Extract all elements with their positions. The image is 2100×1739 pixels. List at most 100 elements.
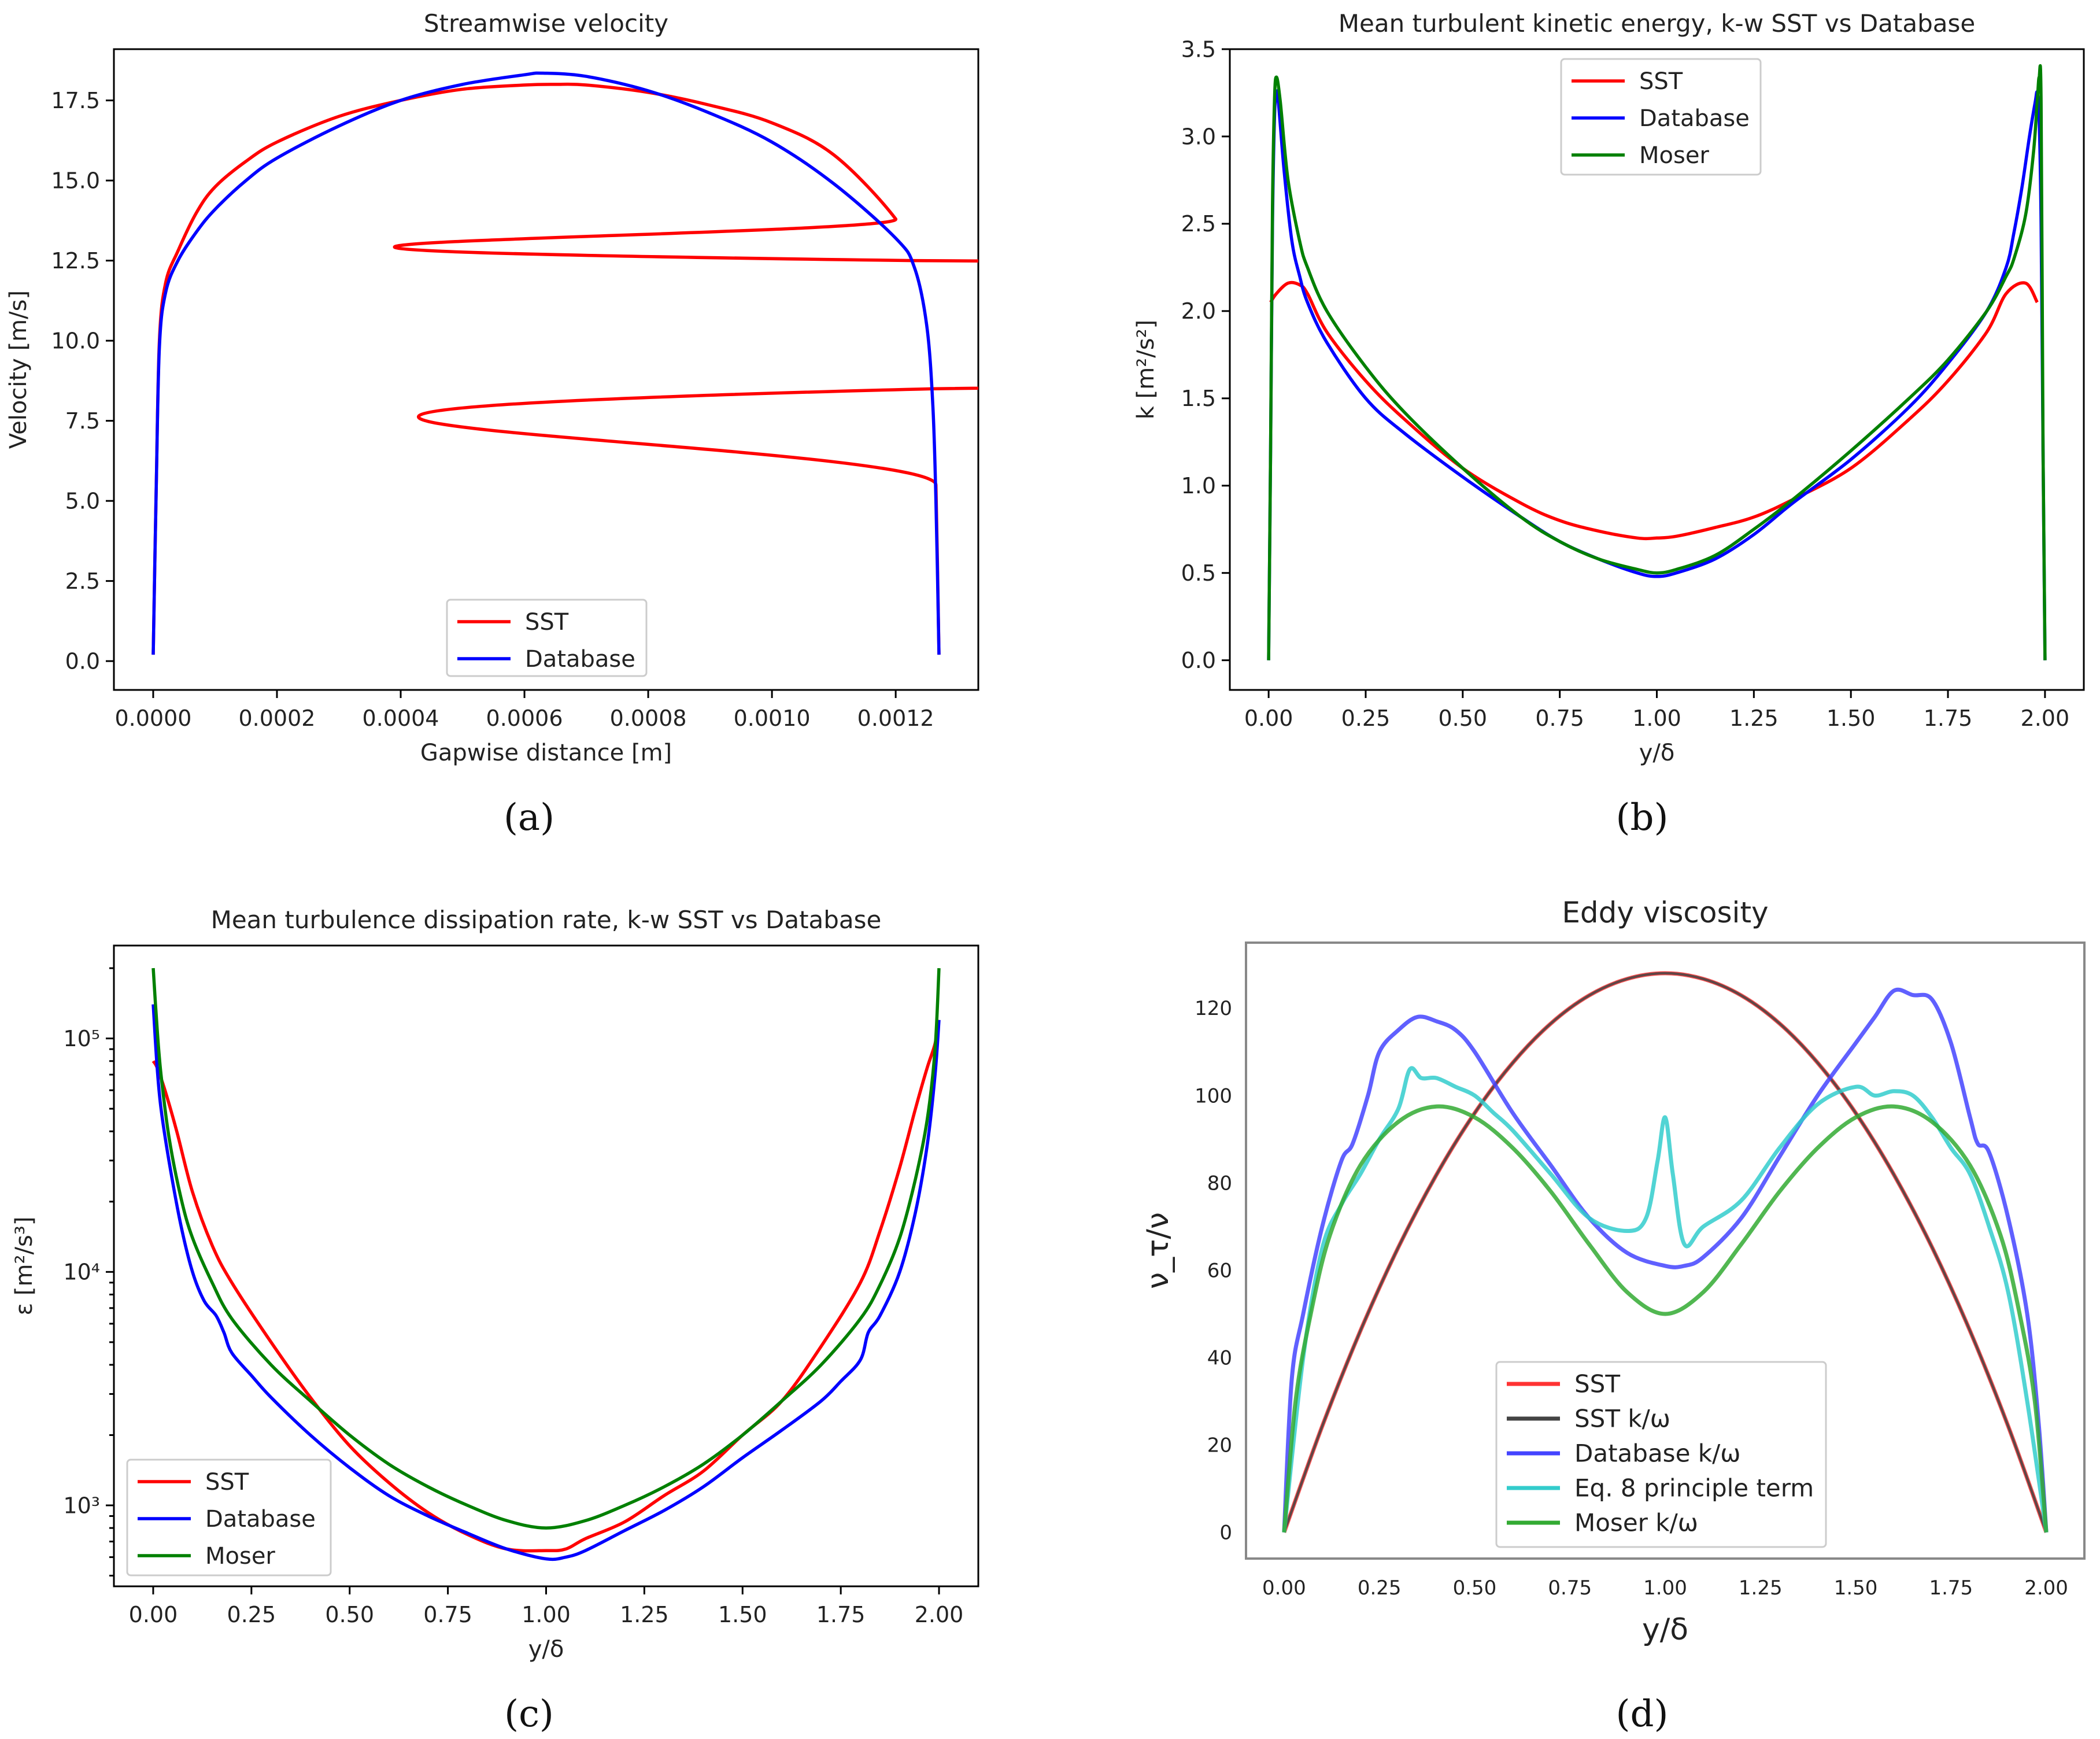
x-tick-label: 1.75 (816, 1602, 866, 1627)
y-tick-label: 15.0 (51, 168, 100, 193)
y-axis-label: k [m²/s²] (1133, 320, 1159, 419)
x-axis-label: Gapwise distance [m] (420, 740, 672, 766)
y-tick-label: 120 (1195, 997, 1232, 1020)
y-tick-label: 0.0 (65, 648, 100, 674)
panel-label-c: (c) (504, 1693, 554, 1736)
legend-label: Database (1639, 105, 1750, 132)
x-axis-label: y/δ (1639, 740, 1675, 766)
y-tick-label: 1.0 (1181, 473, 1216, 499)
panel-label-d: (d) (1616, 1693, 1669, 1736)
x-tick-label: 1.25 (1729, 706, 1779, 731)
x-tick-label: 0.00 (1244, 706, 1293, 731)
axes-frame (1245, 942, 2086, 1560)
y-tick-label: 3.0 (1181, 124, 1216, 149)
legend-label: Database k/ω (1574, 1439, 1740, 1468)
y-tick-label: 0.0 (1181, 648, 1216, 673)
series-line-sst (151, 82, 978, 655)
y-tick-label: 0 (1219, 1522, 1232, 1545)
series-line-database (1267, 89, 2047, 660)
legend-label: Moser k/ω (1574, 1509, 1698, 1537)
x-tick-label: 0.00 (129, 1602, 178, 1627)
x-tick-label: 0.75 (1548, 1576, 1592, 1600)
legend: SST SST k/ω Database k/ω Eq. 8 principle te… (1495, 1361, 1827, 1548)
x-tick-label: 0.75 (423, 1602, 472, 1627)
y-tick-label: 3.5 (1181, 36, 1216, 62)
legend-label: SST (1574, 1370, 1620, 1398)
y-tick-label: 60 (1207, 1259, 1232, 1282)
chart-title: Mean turbulence dissipation rate, k-w SS… (211, 906, 882, 934)
y-tick-label: 2.5 (65, 568, 100, 594)
y-tick-label: 2.0 (1181, 298, 1216, 324)
y-tick-label: 80 (1207, 1172, 1232, 1195)
x-tick-label: 0.50 (1453, 1576, 1497, 1600)
y-tick-label: 10⁵ (63, 1026, 100, 1051)
x-tick-label: 0.25 (1341, 706, 1391, 731)
legend-label: SST (1639, 68, 1683, 95)
legend-label: Moser (205, 1543, 275, 1570)
x-tick-label: 1.00 (1643, 1576, 1687, 1600)
x-tick-label: 1.75 (1929, 1576, 1973, 1600)
x-tick-label: 0.0002 (239, 706, 316, 731)
x-tick-label: 1.75 (1924, 706, 1973, 731)
x-tick-label: 1.50 (1827, 706, 1876, 731)
chart-title: Eddy viscosity (1562, 896, 1768, 929)
y-axis-label: ε [m²/s³] (11, 1217, 38, 1316)
x-tick-label: 0.75 (1535, 706, 1584, 731)
y-tick-label: 10³ (63, 1493, 100, 1518)
legend-label: SST (205, 1469, 249, 1496)
y-axis-label: ν_τ/ν (1141, 1212, 1175, 1289)
panel-a: Streamwise velocity 0.0000 0.0002 0.0004 0.0… (5, 9, 979, 766)
y-tick-label: 10⁴ (63, 1260, 100, 1285)
legend: SST Database (446, 599, 648, 677)
series-line-moser-k- (1282, 1104, 2049, 1533)
series-line-sst-k- (1282, 972, 2048, 1533)
legend: SST Database Moser (126, 1459, 332, 1576)
x-tick-label: 2.00 (2021, 706, 2070, 731)
y-tick-label: 40 (1207, 1346, 1232, 1369)
y-tick-label: 1.5 (1181, 386, 1216, 411)
x-tick-label: 0.0006 (486, 706, 563, 731)
legend: SST Database Moser (1560, 58, 1762, 176)
y-tick-label: 5.0 (65, 488, 100, 514)
y-tick-label: 20 (1207, 1434, 1232, 1457)
legend-label: SST k/ω (1574, 1405, 1670, 1433)
legend-box (1495, 1361, 1827, 1548)
legend-label: Eq. 8 principle term (1574, 1474, 1814, 1502)
x-tick-label: 2.00 (2024, 1576, 2068, 1600)
panel-label-a: (a) (504, 796, 554, 839)
chart-title: Mean turbulent kinetic energy, k-w SST v… (1339, 9, 1975, 38)
x-tick-label: 1.50 (1834, 1576, 1878, 1600)
y-tick-label: 12.5 (51, 248, 100, 274)
y-tick-label: 17.5 (51, 88, 100, 113)
legend-box (1560, 58, 1762, 176)
x-tick-label: 1.00 (522, 1602, 571, 1627)
y-tick-label: 100 (1195, 1084, 1232, 1107)
y-tick-label: 7.5 (65, 408, 100, 434)
series-line-moser (1267, 64, 2047, 660)
legend-label: SST (525, 609, 569, 636)
y-axis-label: Velocity [m/s] (5, 290, 32, 449)
legend-box (446, 599, 648, 677)
x-tick-label: 0.0004 (363, 706, 439, 731)
x-tick-label: 0.00 (1262, 1576, 1306, 1600)
series-line-sst (151, 1020, 941, 1553)
x-tick-label: 1.00 (1632, 706, 1681, 731)
x-axis-label: y/δ (528, 1636, 564, 1663)
panel-b: Mean turbulent kinetic energy, k-w SST v… (1133, 9, 2085, 766)
x-tick-label: 0.25 (1358, 1576, 1402, 1600)
panel-label-b: (b) (1616, 796, 1669, 839)
x-tick-label: 1.50 (718, 1602, 767, 1627)
x-tick-label: 0.0010 (734, 706, 811, 731)
x-tick-label: 0.50 (1439, 706, 1488, 731)
axes-frame (113, 48, 979, 691)
x-tick-label: 0.0000 (114, 706, 191, 731)
panel-d: Eddy viscosity 0.00 0.25 0.50 0.75 1.00 1.25 1.… (1141, 896, 2086, 1647)
series-line-database (151, 71, 941, 655)
x-axis-label: y/δ (1642, 1612, 1688, 1647)
y-tick-label: 2.5 (1181, 211, 1216, 237)
y-tick-label: 0.5 (1181, 560, 1216, 586)
legend-label: Database (525, 646, 635, 673)
x-tick-label: 0.0008 (610, 706, 687, 731)
x-tick-label: 0.0012 (857, 706, 934, 731)
